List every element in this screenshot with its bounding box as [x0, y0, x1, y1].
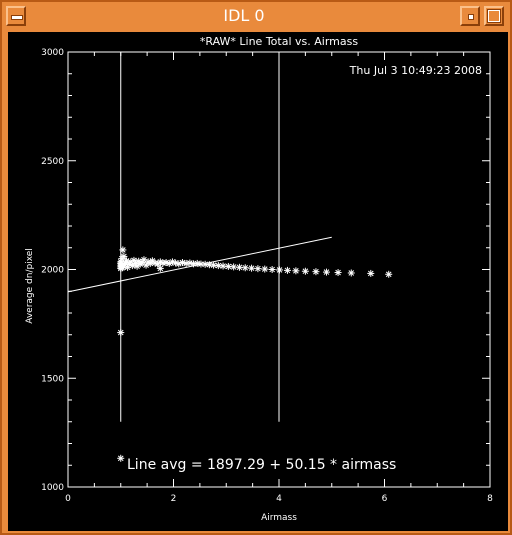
- scatter-plot: *RAW* Line Total vs. Airmass Thu Jul 3 1…: [25, 35, 493, 523]
- data-point-stroke: [215, 262, 222, 269]
- data-point: [334, 269, 342, 277]
- data-point: [292, 267, 300, 275]
- x-tick-label: 0: [65, 494, 71, 504]
- data-point: [224, 262, 232, 270]
- chart-title: *RAW* Line Total vs. Airmass: [200, 35, 358, 48]
- data-point-stroke: [335, 269, 341, 276]
- x-tick-label: 2: [171, 494, 177, 504]
- data-point: [268, 266, 276, 273]
- y-tick-label: 1500: [41, 374, 64, 384]
- plot-canvas: *RAW* Line Total vs. Airmass Thu Jul 3 1…: [8, 32, 508, 531]
- data-point-stroke: [157, 265, 164, 272]
- data-point: [322, 268, 330, 276]
- data-point: [385, 270, 393, 278]
- data-point: [301, 267, 309, 275]
- data-point-stroke: [236, 264, 243, 271]
- data-point-stroke: [132, 260, 139, 267]
- data-point-stroke: [141, 256, 147, 263]
- data-point-stroke: [131, 257, 137, 264]
- data-point-stroke: [225, 263, 232, 270]
- y-tick-label: 1000: [41, 483, 64, 493]
- data-point: [120, 252, 128, 260]
- data-point-stroke: [269, 266, 275, 273]
- data-point-stroke: [255, 265, 261, 272]
- data-point-stroke: [261, 266, 268, 272]
- data-point-stroke: [385, 271, 392, 278]
- data-point-stroke: [169, 259, 176, 265]
- minimize-icon: [468, 14, 474, 20]
- data-point-stroke: [276, 267, 283, 273]
- chart-timestamp: Thu Jul 3 10:49:23 2008: [349, 64, 482, 77]
- x-tick-label: 8: [487, 494, 493, 504]
- data-point: [117, 258, 125, 266]
- menu-bar-icon: [11, 15, 23, 20]
- data-points: [117, 246, 393, 462]
- data-point-stroke: [242, 264, 249, 271]
- data-point: [276, 266, 284, 274]
- data-point: [347, 269, 355, 277]
- data-point: [312, 268, 320, 276]
- data-point: [248, 264, 256, 272]
- data-point-stroke: [135, 258, 142, 265]
- reference-lines: [120, 52, 280, 422]
- maximize-button[interactable]: [484, 6, 504, 26]
- data-point: [117, 454, 125, 462]
- data-point-stroke: [230, 264, 237, 270]
- data-point-stroke: [121, 253, 127, 260]
- data-point-stroke: [220, 263, 226, 269]
- data-point-stroke: [367, 270, 374, 277]
- data-point: [367, 269, 375, 277]
- data-point: [156, 264, 164, 272]
- data-point: [119, 246, 127, 254]
- data-point-stroke: [117, 329, 124, 336]
- data-point-stroke: [172, 260, 179, 266]
- data-point-stroke: [117, 455, 124, 462]
- data-point: [235, 263, 243, 271]
- data-point-stroke: [313, 268, 319, 275]
- data-point-stroke: [129, 262, 136, 269]
- data-point-stroke: [348, 270, 355, 276]
- data-point-stroke: [183, 260, 189, 267]
- y-axis-label: Average dn/pixel: [25, 248, 35, 324]
- fit-equation-label: Line avg = 1897.29 + 50.15 * airmass: [127, 457, 396, 473]
- data-point-stroke: [210, 262, 217, 268]
- y-tick-label: 2000: [41, 266, 64, 276]
- data-point-stroke: [293, 268, 299, 274]
- title-bar[interactable]: IDL 0: [2, 2, 510, 30]
- data-point-stroke: [123, 257, 130, 264]
- plot-axes: 0 2 4 6 8 1000 1500 2000 2500 3000: [41, 48, 493, 504]
- data-point: [254, 265, 262, 273]
- data-point-stroke: [198, 261, 204, 267]
- data-point: [261, 265, 269, 273]
- maximize-icon: [487, 9, 501, 23]
- data-point-stroke: [302, 268, 309, 275]
- data-point: [283, 266, 291, 274]
- data-point-stroke: [120, 247, 126, 253]
- minimize-button[interactable]: [460, 6, 480, 26]
- y-tick-label: 2500: [41, 157, 64, 167]
- x-axis-label: Airmass: [261, 513, 297, 523]
- data-point: [130, 256, 138, 264]
- data-point-stroke: [152, 260, 158, 266]
- data-point-stroke: [117, 259, 124, 265]
- y-tick-label: 3000: [41, 48, 64, 58]
- data-point-stroke: [190, 261, 197, 267]
- data-point: [241, 264, 249, 272]
- data-point-stroke: [248, 265, 255, 271]
- window-title: IDL 0: [223, 6, 265, 25]
- data-point: [117, 329, 125, 337]
- x-tick-label: 6: [382, 494, 388, 504]
- data-point-stroke: [163, 259, 169, 266]
- data-point-stroke: [157, 259, 164, 265]
- data-point: [165, 259, 173, 267]
- x-tick-label: 4: [276, 494, 282, 504]
- data-point-stroke: [323, 269, 330, 275]
- data-point-stroke: [284, 267, 291, 274]
- window-menu-button[interactable]: [6, 6, 26, 26]
